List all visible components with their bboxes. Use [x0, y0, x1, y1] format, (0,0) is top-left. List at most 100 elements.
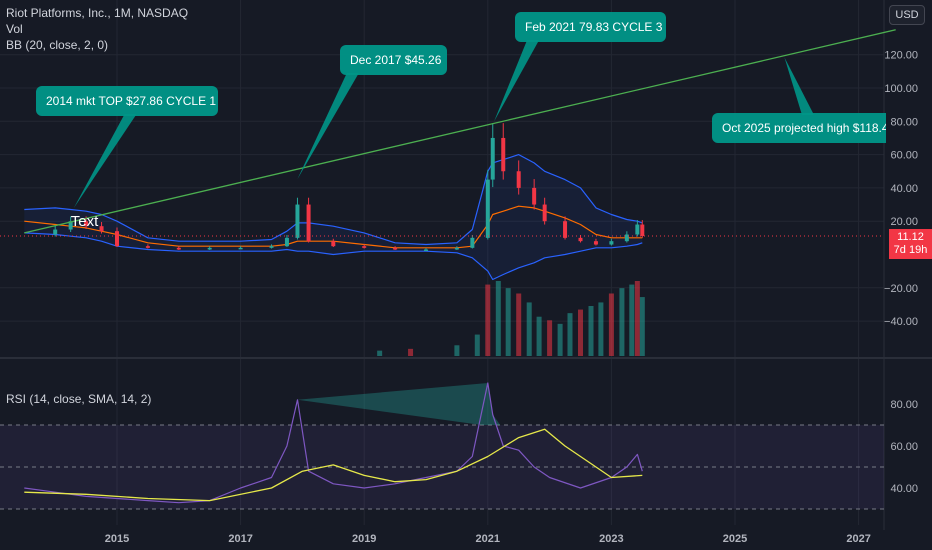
callout-box — [712, 113, 896, 143]
volume-bar — [516, 293, 522, 356]
candle-body — [284, 237, 289, 247]
volume-legend[interactable]: Vol — [6, 22, 23, 36]
price-axis: −40.00 −20.00 20.00 40.00 60.00 80.00 100.00 12… — [884, 50, 918, 328]
candle-body — [115, 231, 119, 247]
time-tick-label: 2019 — [352, 533, 376, 545]
volume-bar — [485, 284, 491, 356]
bollinger-upper — [24, 154, 643, 246]
candle-body — [532, 187, 537, 205]
candle-body — [624, 234, 629, 242]
volume-bar — [598, 302, 604, 356]
callout-box — [36, 86, 218, 116]
callout-text: 2014 mkt TOP $27.86 CYCLE 1 — [46, 94, 216, 108]
price-tick-label: −20.00 — [884, 283, 918, 295]
candle-body — [53, 229, 58, 235]
volume-bar — [505, 288, 511, 356]
price-tick-label: −40.00 — [884, 316, 918, 328]
time-tick-label: 2023 — [599, 533, 623, 545]
grid-lines — [0, 0, 884, 525]
candle-body — [331, 241, 336, 247]
candle-body — [269, 246, 274, 248]
symbol-title[interactable]: Riot Platforms, Inc., 1M, NASDAQ — [6, 6, 189, 20]
candle-body — [485, 179, 490, 238]
volume-bar — [567, 313, 573, 356]
callout-text: Dec 2017 $45.26 — [350, 53, 442, 67]
callout-1: 2014 mkt TOP $27.86 CYCLE 1 — [36, 86, 218, 209]
volume-bar — [495, 281, 501, 356]
volume-bar — [526, 302, 532, 356]
bollinger-legend[interactable]: BB (20, close, 2, 0) — [6, 38, 109, 52]
rsi-tick-label: 60.00 — [890, 441, 918, 453]
candle-body — [593, 241, 598, 245]
candle-body — [238, 247, 243, 250]
rsi-pane: 40.00 60.00 80.00 — [0, 382, 918, 510]
candle-body — [362, 246, 367, 248]
volume-bar — [578, 309, 583, 356]
rsi-sma-line — [24, 428, 643, 502]
price-tick-label: 100.00 — [884, 83, 918, 95]
currency-button[interactable]: USD — [889, 5, 925, 25]
callout-pointer — [493, 40, 540, 122]
volume-bar — [588, 306, 594, 356]
volume-bar — [454, 345, 460, 356]
volume-bar — [619, 288, 625, 356]
candle-body — [306, 204, 311, 242]
candle-body — [176, 247, 181, 250]
time-tick-label: 2015 — [105, 533, 129, 545]
candle-body — [542, 204, 547, 222]
price-tick-label: 120.00 — [884, 50, 918, 62]
volume-bar — [629, 284, 635, 356]
rsi-legend[interactable]: RSI (14, close, SMA, 14, 2) — [6, 392, 152, 406]
volume-bar — [639, 297, 645, 356]
candle-body — [640, 224, 645, 236]
candle-body — [563, 221, 568, 238]
callout-pointer — [73, 114, 137, 209]
candle-body — [501, 137, 506, 172]
time-tick-label: 2025 — [723, 533, 747, 545]
callout-text: Oct 2025 projected high $118.4 — [722, 121, 889, 135]
callout-box — [515, 12, 666, 42]
volume-bar — [536, 316, 542, 356]
callout-4: Oct 2025 projected high $118.4 — [712, 57, 896, 143]
volume-bar — [408, 348, 414, 356]
callout-pointer — [297, 73, 359, 180]
callout-box — [340, 45, 447, 75]
callout-pointer — [784, 57, 814, 115]
callout-text: Feb 2021 79.83 CYCLE 3 — [525, 20, 663, 34]
time-tick-label: 2021 — [476, 533, 500, 545]
bar-countdown: 7d 19h — [893, 244, 928, 256]
candle-body — [470, 237, 475, 248]
candle-body — [454, 247, 459, 250]
candles — [53, 123, 645, 252]
candle-body — [516, 171, 521, 188]
volume-bar — [547, 320, 553, 356]
rsi-tick-label: 40.00 — [890, 483, 918, 495]
volume-bar — [377, 350, 383, 356]
time-tick-label: 2017 — [228, 533, 252, 545]
candle-body — [490, 137, 495, 180]
candle-body — [207, 247, 212, 250]
candle-body — [578, 237, 583, 242]
candle-body — [99, 226, 104, 232]
candle-body — [145, 246, 150, 248]
last-price-tag: 11.12 7d 19h — [889, 229, 932, 259]
candle-body — [609, 241, 614, 245]
volume-bar — [634, 281, 640, 356]
callout-2: Dec 2017 $45.26 — [297, 45, 447, 180]
rsi-overbought-fill — [297, 383, 501, 425]
text-marker: Text — [71, 213, 99, 230]
time-tick-label: 2027 — [846, 533, 870, 545]
candle-body — [84, 221, 89, 227]
time-axis: 2015 2017 2019 2021 2023 2025 2027 — [105, 533, 871, 545]
candle-body — [295, 204, 300, 238]
bollinger-lower — [24, 232, 643, 281]
candle-body — [68, 221, 73, 230]
volume-bars — [377, 281, 645, 356]
candle-body — [393, 247, 398, 250]
candle-body — [424, 249, 428, 252]
volume-bar — [474, 334, 480, 356]
last-price-value: 11.12 — [897, 231, 924, 243]
axis-mask — [886, 108, 932, 148]
